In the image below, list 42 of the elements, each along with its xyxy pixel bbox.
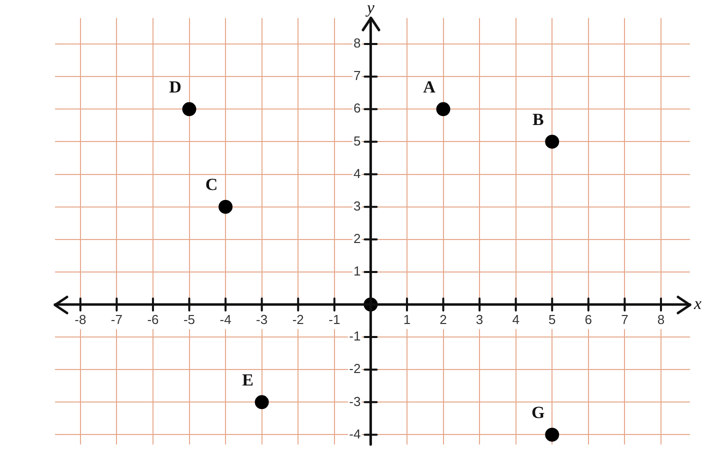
annotation: E — [242, 370, 254, 390]
y-tick-label: -1 — [349, 328, 361, 344]
x-tick-label: -5 — [183, 312, 196, 327]
x-tick-label: 1 — [403, 312, 411, 327]
point — [182, 102, 196, 116]
point — [436, 102, 450, 116]
annotation: A — [423, 78, 436, 97]
y-tick-label: -3 — [349, 394, 361, 409]
x-tick-label: -3 — [256, 312, 268, 327]
x-tick-label: 7 — [621, 312, 628, 327]
y-tick-label: -4 — [349, 426, 361, 442]
point — [545, 134, 560, 149]
x-axis-title: x — [693, 294, 702, 313]
point — [545, 428, 560, 442]
x-tick-label: -7 — [110, 312, 122, 327]
x-tick-label: -6 — [147, 312, 159, 327]
y-tick-label: -2 — [349, 361, 361, 376]
y-tick-label: 3 — [353, 198, 361, 214]
x-tick-label: 2 — [440, 312, 447, 327]
annotation: G — [531, 403, 545, 422]
point — [218, 200, 233, 214]
y-tick-label: 2 — [353, 230, 361, 246]
annotation: D — [169, 78, 182, 97]
y-tick-label: 8 — [353, 36, 361, 51]
point — [254, 395, 269, 410]
annotation: B — [532, 110, 544, 130]
y-axis-title: y — [364, 0, 375, 17]
y-tick-label: 6 — [353, 100, 361, 116]
y-tick-label: 1 — [353, 264, 361, 279]
y-tick-label: 4 — [353, 166, 361, 181]
x-tick-label: 3 — [476, 312, 484, 327]
x-tick-label: -1 — [328, 312, 340, 327]
annotation: C — [205, 175, 218, 194]
x-tick-label: -8 — [74, 312, 86, 327]
y-tick-label: 7 — [353, 68, 361, 84]
x-tick-label: 5 — [548, 312, 556, 327]
x-tick-label: 4 — [512, 312, 520, 327]
y-tick-label: 5 — [353, 133, 361, 148]
x-tick-label: 6 — [584, 312, 592, 327]
x-tick-label: 8 — [657, 312, 665, 327]
x-tick-label: -4 — [220, 312, 232, 327]
x-tick-label: -2 — [292, 312, 304, 327]
